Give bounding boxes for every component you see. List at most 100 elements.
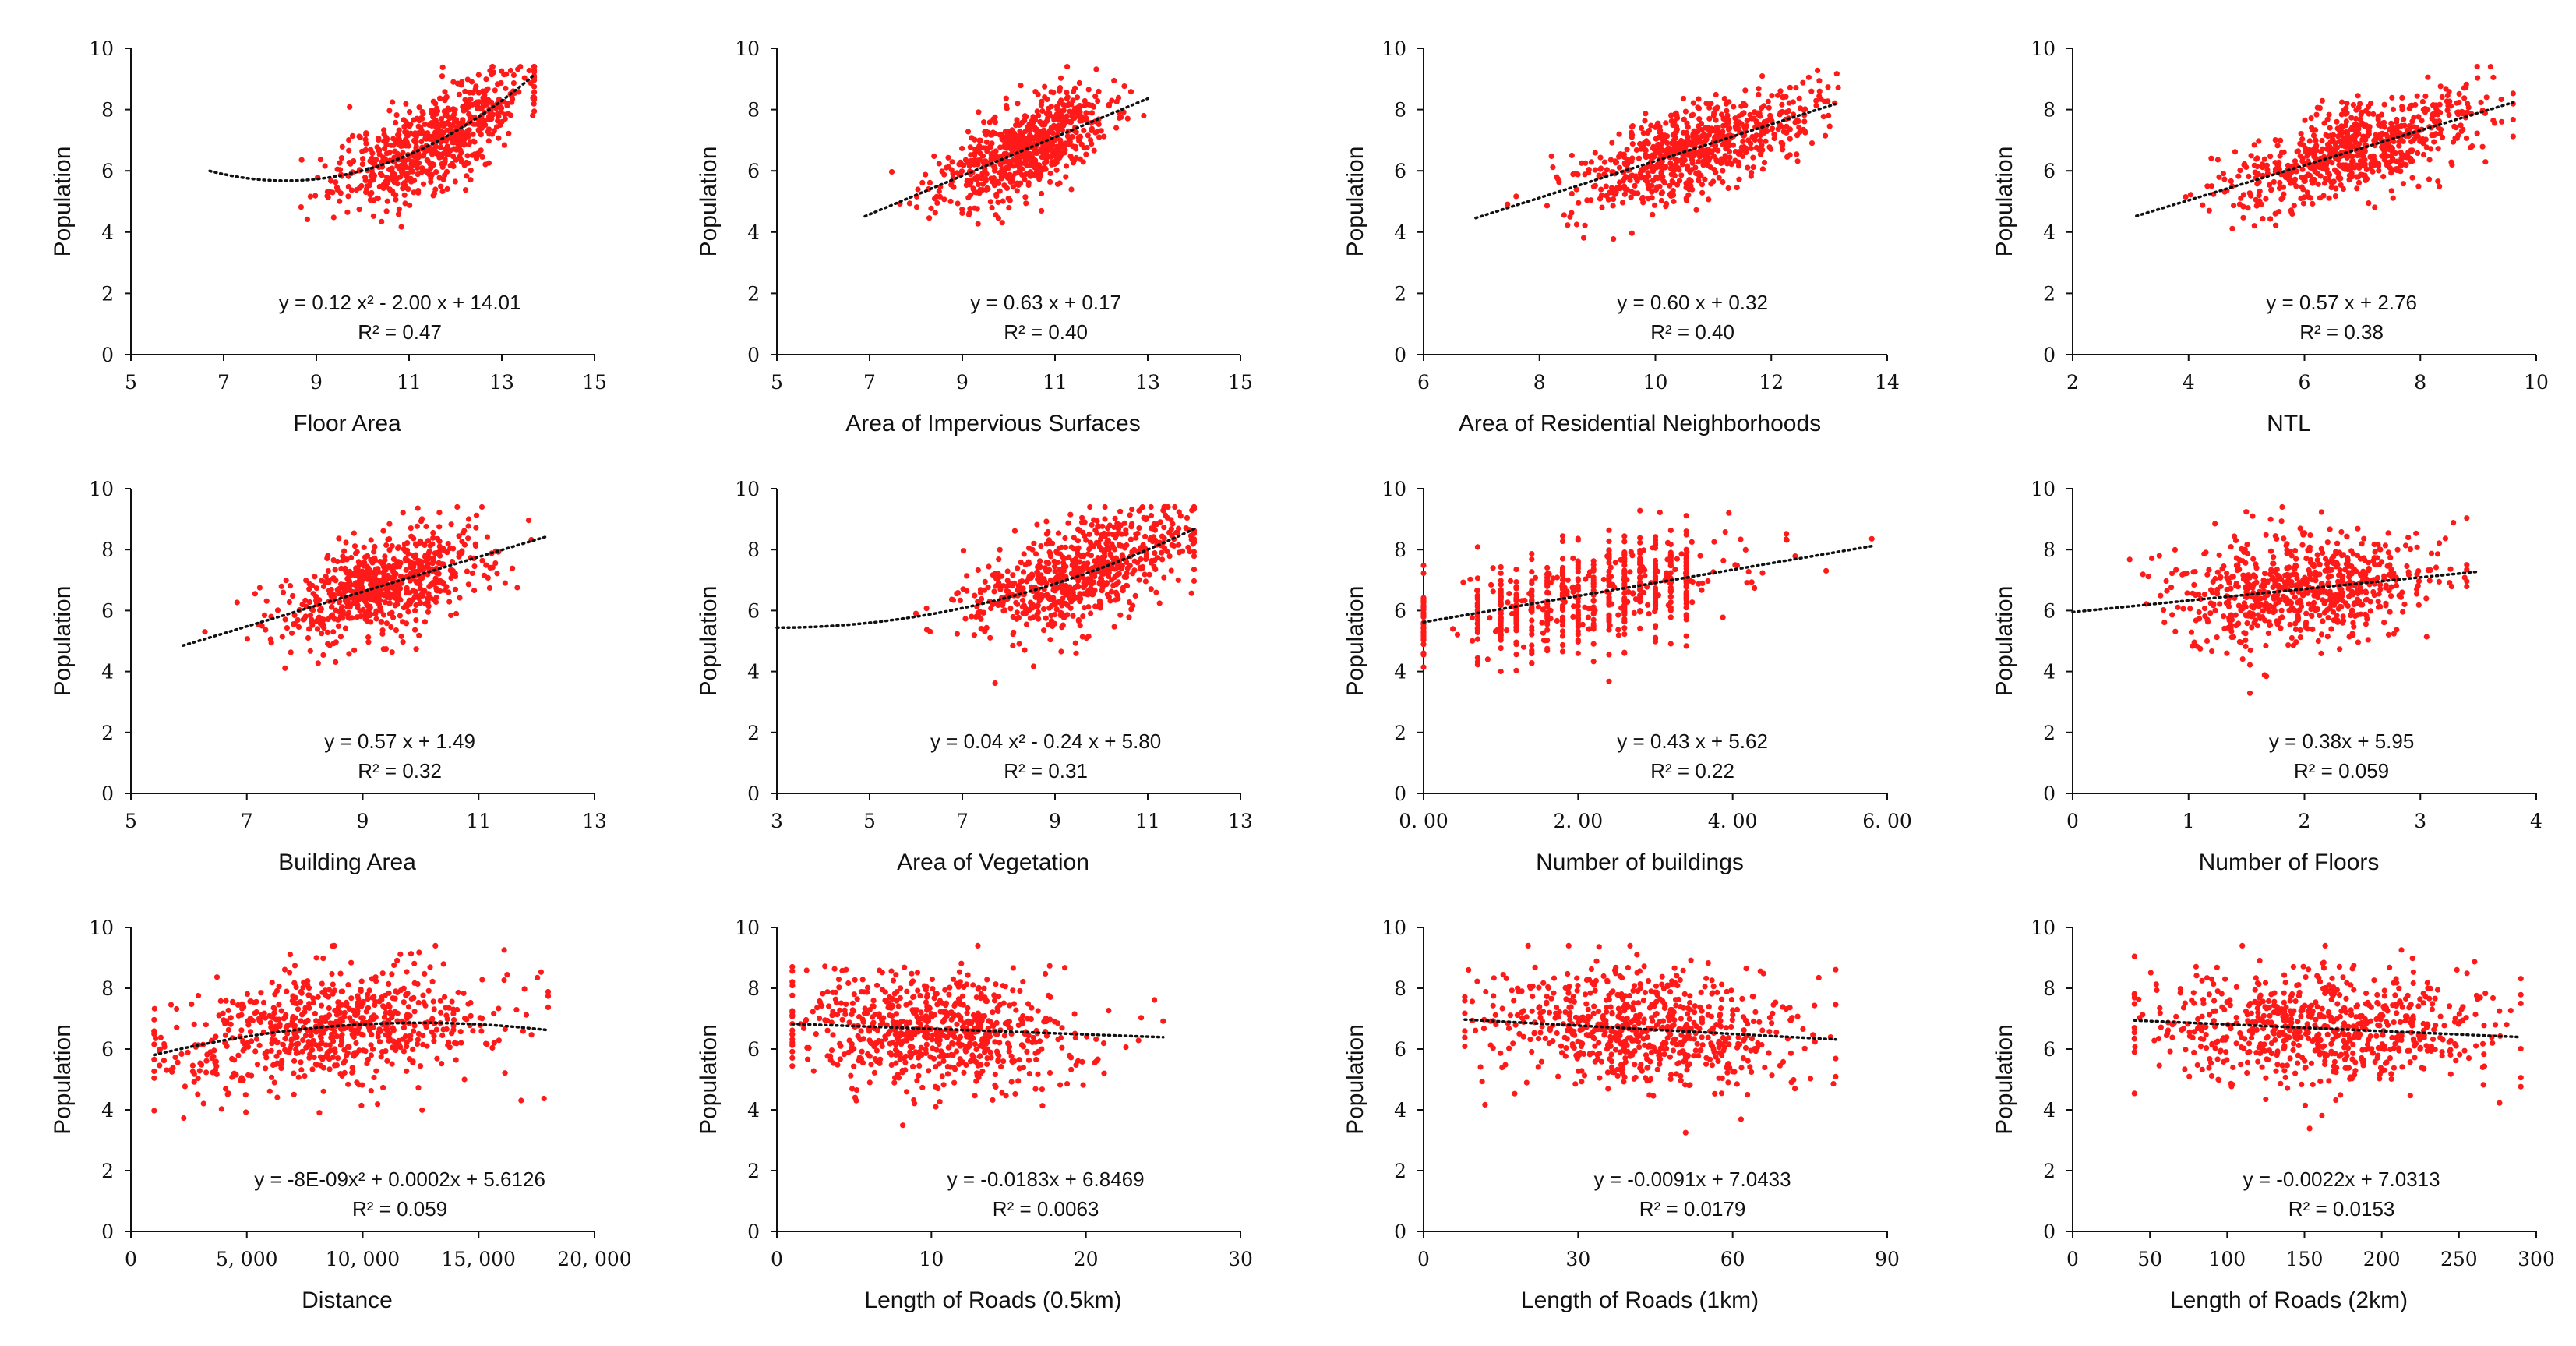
data-point [1057,140,1064,146]
data-point [383,208,390,214]
data-point [1658,197,1664,204]
data-point [1035,603,1041,609]
data-point [2439,94,2445,101]
data-point [1420,562,1427,569]
data-point [2362,157,2368,163]
data-point [1513,597,1519,603]
data-point [1689,112,1695,118]
data-point [1148,503,1154,510]
data-point [1710,112,1717,118]
data-point [1085,87,1092,93]
data-point [1683,563,1689,569]
data-point [2355,174,2362,180]
data-point [944,164,950,171]
data-point [1778,123,1784,129]
data-point [2381,101,2387,108]
data-point [469,570,475,577]
data-point [2429,132,2435,139]
data-point [1529,631,1535,638]
data-point [2415,183,2422,189]
data-point [333,659,339,666]
data-point [2490,74,2497,80]
data-point [1689,539,1695,546]
data-point [1032,127,1039,134]
data-point [452,573,459,580]
data-point [2444,92,2451,99]
data-point [432,186,439,193]
data-point [1787,126,1793,132]
data-point [448,612,454,619]
data-point [461,162,468,168]
data-point [2510,116,2516,123]
data-point [436,539,443,545]
data-point [386,150,393,156]
data-point [1808,88,1815,94]
data-point [1646,127,1652,134]
data-point [1083,151,1089,157]
data-point [425,591,432,597]
data-point [2399,94,2405,101]
data-point [461,136,468,143]
data-point [2380,131,2386,137]
data-point [485,138,492,144]
data-point [1191,553,1198,560]
data-point [330,575,337,581]
data-point [2317,173,2324,179]
data-point [1103,580,1110,586]
data-point [1705,578,1711,585]
data-point [1621,567,1628,574]
data-point [1605,196,1611,203]
data-point [1032,148,1038,154]
data-point [2482,159,2489,165]
data-point [1152,550,1158,556]
data-point [450,106,457,112]
data-point [2355,152,2362,158]
data-point [1017,180,1024,186]
data-point [1696,96,1702,102]
data-point [2281,191,2287,197]
data-point [1771,135,1777,142]
data-point [2451,123,2458,129]
data-point [2334,118,2340,125]
data-point [1683,584,1689,590]
data-point [2336,162,2342,168]
data-point [1490,565,1496,571]
data-point [1110,532,1116,538]
data-point [2510,90,2516,97]
data-point [1796,95,1802,101]
data-point [1086,531,1092,538]
data-point [1769,126,1775,132]
data-point [2475,75,2481,81]
data-point [1047,170,1053,177]
data-point [383,542,390,549]
data-point [1777,111,1783,118]
data-point [1498,581,1504,588]
data-point [1554,574,1561,581]
data-point [1051,587,1057,593]
data-point [1583,576,1589,582]
data-point [926,215,933,221]
data-point [487,564,493,571]
data-point [983,624,990,631]
data-point [342,625,348,631]
data-point [969,135,975,141]
data-point [974,148,980,154]
data-point [2313,137,2319,143]
data-point [2375,116,2381,122]
data-point [530,112,536,118]
data-point [317,157,324,163]
data-point [507,112,514,118]
data-point [1685,192,1692,198]
data-point [997,144,1004,150]
data-point [1112,566,1118,572]
data-point [344,575,351,582]
data-point [474,102,481,108]
data-point [1159,533,1166,539]
data-point [997,546,1003,553]
data-point [1685,124,1691,130]
data-point [390,563,397,570]
data-point [1102,533,1108,539]
data-point [2376,122,2382,128]
data-point [1529,617,1535,624]
